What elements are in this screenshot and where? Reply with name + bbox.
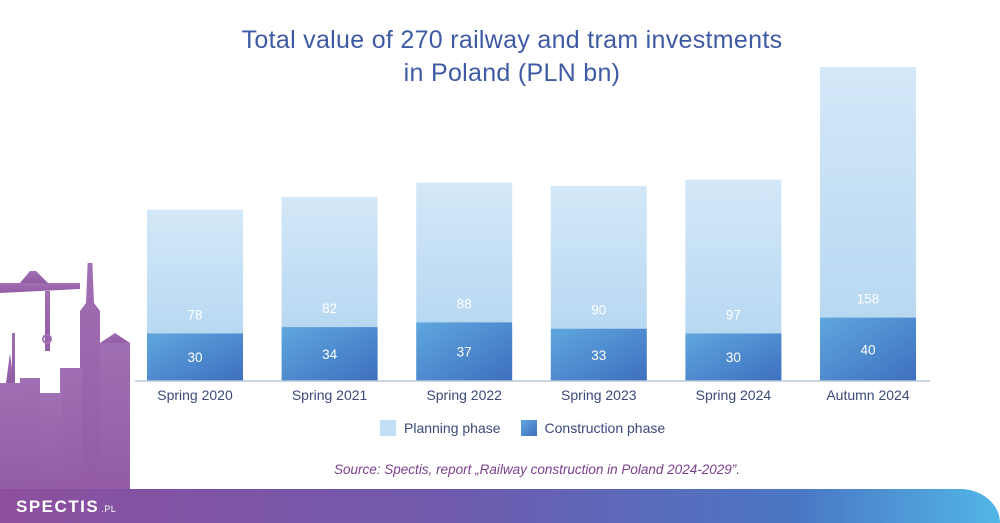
bar-planning-3 — [550, 185, 647, 329]
chart-title-line-2: in Poland (PLN bn) — [403, 59, 621, 87]
x-tick-label-2: Spring 2022 — [426, 387, 502, 403]
source-note: Source: Spectis, report „Railway constru… — [334, 462, 740, 477]
chart-title: Total value of 270 railway and tram inve… — [0, 24, 1000, 90]
brand-name: SPECTIS — [16, 497, 100, 516]
footer-band — [0, 489, 1000, 523]
data-label-planning-2: 88 — [457, 296, 472, 311]
bar-planning-4 — [685, 179, 782, 334]
data-label-construction-5: 40 — [860, 342, 875, 357]
legend-item-planning: Planning phase — [380, 420, 501, 436]
bar-construction-5 — [820, 317, 916, 381]
brand-logo: SPECTIS .PL — [16, 497, 116, 517]
x-tick-label-5: Autumn 2024 — [826, 387, 909, 403]
bars-layer: 78 30 82 34 88 37 90 33 97 30 158 40 — [147, 66, 916, 381]
x-tick-label-3: Spring 2023 — [561, 387, 637, 403]
bar-construction-2 — [416, 322, 513, 381]
data-label-planning-5: 158 — [857, 292, 880, 307]
x-tick-label-1: Spring 2021 — [292, 387, 368, 403]
legend-label-construction: Construction phase — [544, 420, 666, 436]
bar-planning-0 — [147, 209, 243, 334]
data-label-planning-0: 78 — [187, 307, 202, 322]
x-tick-label-0: Spring 2020 — [157, 387, 233, 403]
bar-construction-3 — [550, 328, 647, 381]
bar-planning-1 — [281, 197, 378, 328]
legend-swatch-construction — [520, 420, 537, 436]
data-label-construction-0: 30 — [187, 350, 202, 365]
x-tick-label-4: Spring 2024 — [696, 387, 772, 403]
chart-title-line-1: Total value of 270 railway and tram inve… — [241, 26, 783, 54]
brand-suffix: .PL — [101, 504, 117, 514]
bar-construction-1 — [281, 327, 378, 381]
data-label-planning-4: 97 — [726, 307, 741, 322]
legend-swatch-planning — [380, 420, 396, 436]
bar-planning-2 — [416, 182, 513, 323]
legend-item-construction: Construction phase — [520, 420, 666, 436]
data-label-planning-3: 90 — [591, 303, 606, 318]
bar-construction-0 — [147, 333, 243, 381]
bar-planning-5 — [820, 66, 916, 318]
data-label-planning-1: 82 — [322, 301, 337, 316]
legend-label-planning: Planning phase — [404, 420, 501, 436]
x-axis-tick-labels: Spring 2020 Spring 2021 Spring 2022 Spring … — [157, 387, 910, 403]
data-label-construction-2: 37 — [457, 345, 472, 360]
city-skyline-illustration — [0, 263, 130, 493]
bar-construction-4 — [685, 333, 782, 381]
data-label-construction-4: 30 — [726, 350, 741, 365]
data-label-construction-1: 34 — [322, 347, 338, 362]
data-label-construction-3: 33 — [591, 348, 606, 363]
legend: Planning phase Construction phase — [380, 420, 679, 436]
